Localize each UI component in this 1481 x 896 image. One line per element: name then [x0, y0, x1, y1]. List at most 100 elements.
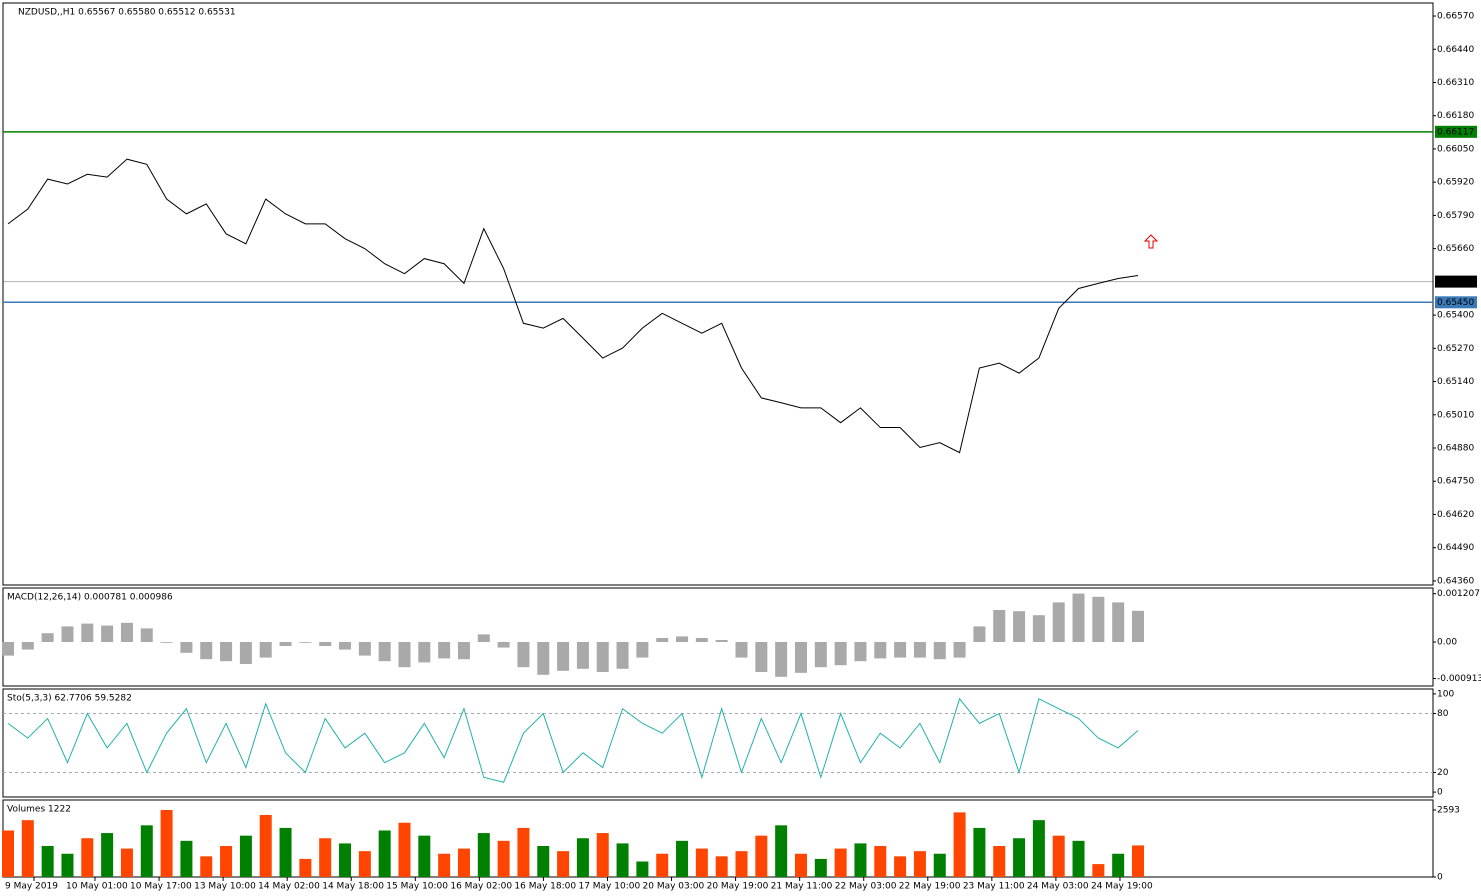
x-tick-label: 20 May 19:00 [707, 882, 769, 892]
bar [358, 642, 371, 656]
bar [1092, 596, 1105, 642]
y-tick-label: 0.65270 [1437, 344, 1474, 354]
y-tick-label: 2593 [1437, 805, 1460, 815]
bar [993, 845, 1006, 877]
bar [557, 642, 570, 671]
y-tick-label: 0.66050 [1437, 144, 1474, 154]
x-tick-label: 9 May 2019 [5, 882, 58, 892]
bar [814, 642, 827, 668]
bar [299, 858, 312, 877]
bar [120, 848, 133, 877]
bar [735, 851, 748, 877]
level-label: 0.66117 [1437, 127, 1474, 137]
bar [576, 838, 589, 877]
y-tick-label: 20 [1437, 768, 1449, 778]
bar [814, 858, 827, 877]
x-tick-label: 22 May 19:00 [899, 882, 961, 892]
bar [953, 812, 966, 877]
bar [775, 642, 788, 677]
level-label: 0.65531 [1437, 277, 1474, 287]
bar [894, 856, 907, 877]
bar [973, 827, 986, 877]
bar [695, 638, 708, 642]
bar [160, 642, 173, 643]
bar [398, 642, 411, 668]
bar [180, 840, 193, 877]
bar [537, 642, 550, 675]
y-tick-label: 0 [1437, 788, 1443, 798]
bar [913, 851, 926, 877]
bar [616, 843, 629, 877]
y-tick-label: 0.66570 [1437, 12, 1474, 22]
y-tick-label: 0 [1437, 873, 1443, 883]
bar [398, 822, 411, 877]
bar [596, 642, 609, 672]
bar [438, 853, 451, 877]
x-tick-label: 16 May 18:00 [514, 882, 576, 892]
y-tick-label: 0.001207 [1437, 589, 1480, 599]
bar [61, 626, 74, 642]
bar [1092, 864, 1105, 877]
x-tick-label: 17 May 10:00 [578, 882, 640, 892]
x-tick-label: 14 May 18:00 [322, 882, 384, 892]
bar [913, 642, 926, 658]
bar [1013, 838, 1026, 877]
price-line [7, 158, 1139, 454]
bar [101, 833, 114, 877]
bar [656, 638, 669, 642]
bar [477, 833, 490, 877]
bar [81, 838, 94, 877]
y-tick-label: 0.64620 [1437, 510, 1474, 520]
bar [973, 626, 986, 642]
macd-panel [2, 587, 1434, 687]
y-tick-label: 0.66310 [1437, 78, 1474, 88]
buy-arrow [1143, 234, 1159, 249]
bar [874, 845, 887, 877]
bar [993, 610, 1006, 642]
bar [239, 835, 252, 877]
y-tick-label: 0.64750 [1437, 477, 1474, 487]
bar [933, 642, 946, 660]
bar [497, 642, 510, 648]
bar [378, 830, 391, 877]
x-tick-label: 23 May 11:00 [963, 882, 1025, 892]
bar [1052, 835, 1065, 877]
bar [220, 845, 233, 877]
panel-title: Sto(5,3,3) 62.7706 59.5282 [7, 694, 132, 704]
bar [874, 642, 887, 659]
bar [220, 642, 233, 662]
bar [636, 642, 649, 658]
main-panel [2, 2, 1434, 586]
bar [834, 642, 847, 666]
bar [140, 825, 153, 877]
bar [1052, 602, 1065, 642]
bar [299, 642, 312, 643]
bar [517, 642, 530, 668]
bar [1112, 853, 1125, 877]
bar [2, 830, 14, 877]
bar [438, 642, 451, 659]
bar [676, 840, 689, 877]
bar [794, 853, 807, 877]
bar [656, 853, 669, 877]
x-tick-label: 20 May 03:00 [643, 882, 705, 892]
x-tick-label: 15 May 10:00 [386, 882, 448, 892]
bar [200, 856, 213, 877]
bar [457, 848, 470, 877]
bar [418, 642, 431, 663]
bar [61, 853, 74, 877]
bar [676, 636, 689, 642]
x-tick-label: 24 May 19:00 [1091, 882, 1153, 892]
bar [755, 642, 768, 672]
bar [81, 623, 94, 642]
price-line [7, 697, 1139, 783]
level-box [1435, 125, 1477, 138]
bar [21, 642, 34, 650]
level-label: 0.65450 [1437, 298, 1474, 308]
x-tick-label: 10 May 01:00 [66, 882, 128, 892]
bar [894, 642, 907, 658]
x-tick-label: 13 May 10:00 [194, 882, 256, 892]
bar [477, 634, 490, 642]
panel-title: NZDUSD,,H1 0.65567 0.65580 0.65512 0.655… [18, 8, 236, 18]
